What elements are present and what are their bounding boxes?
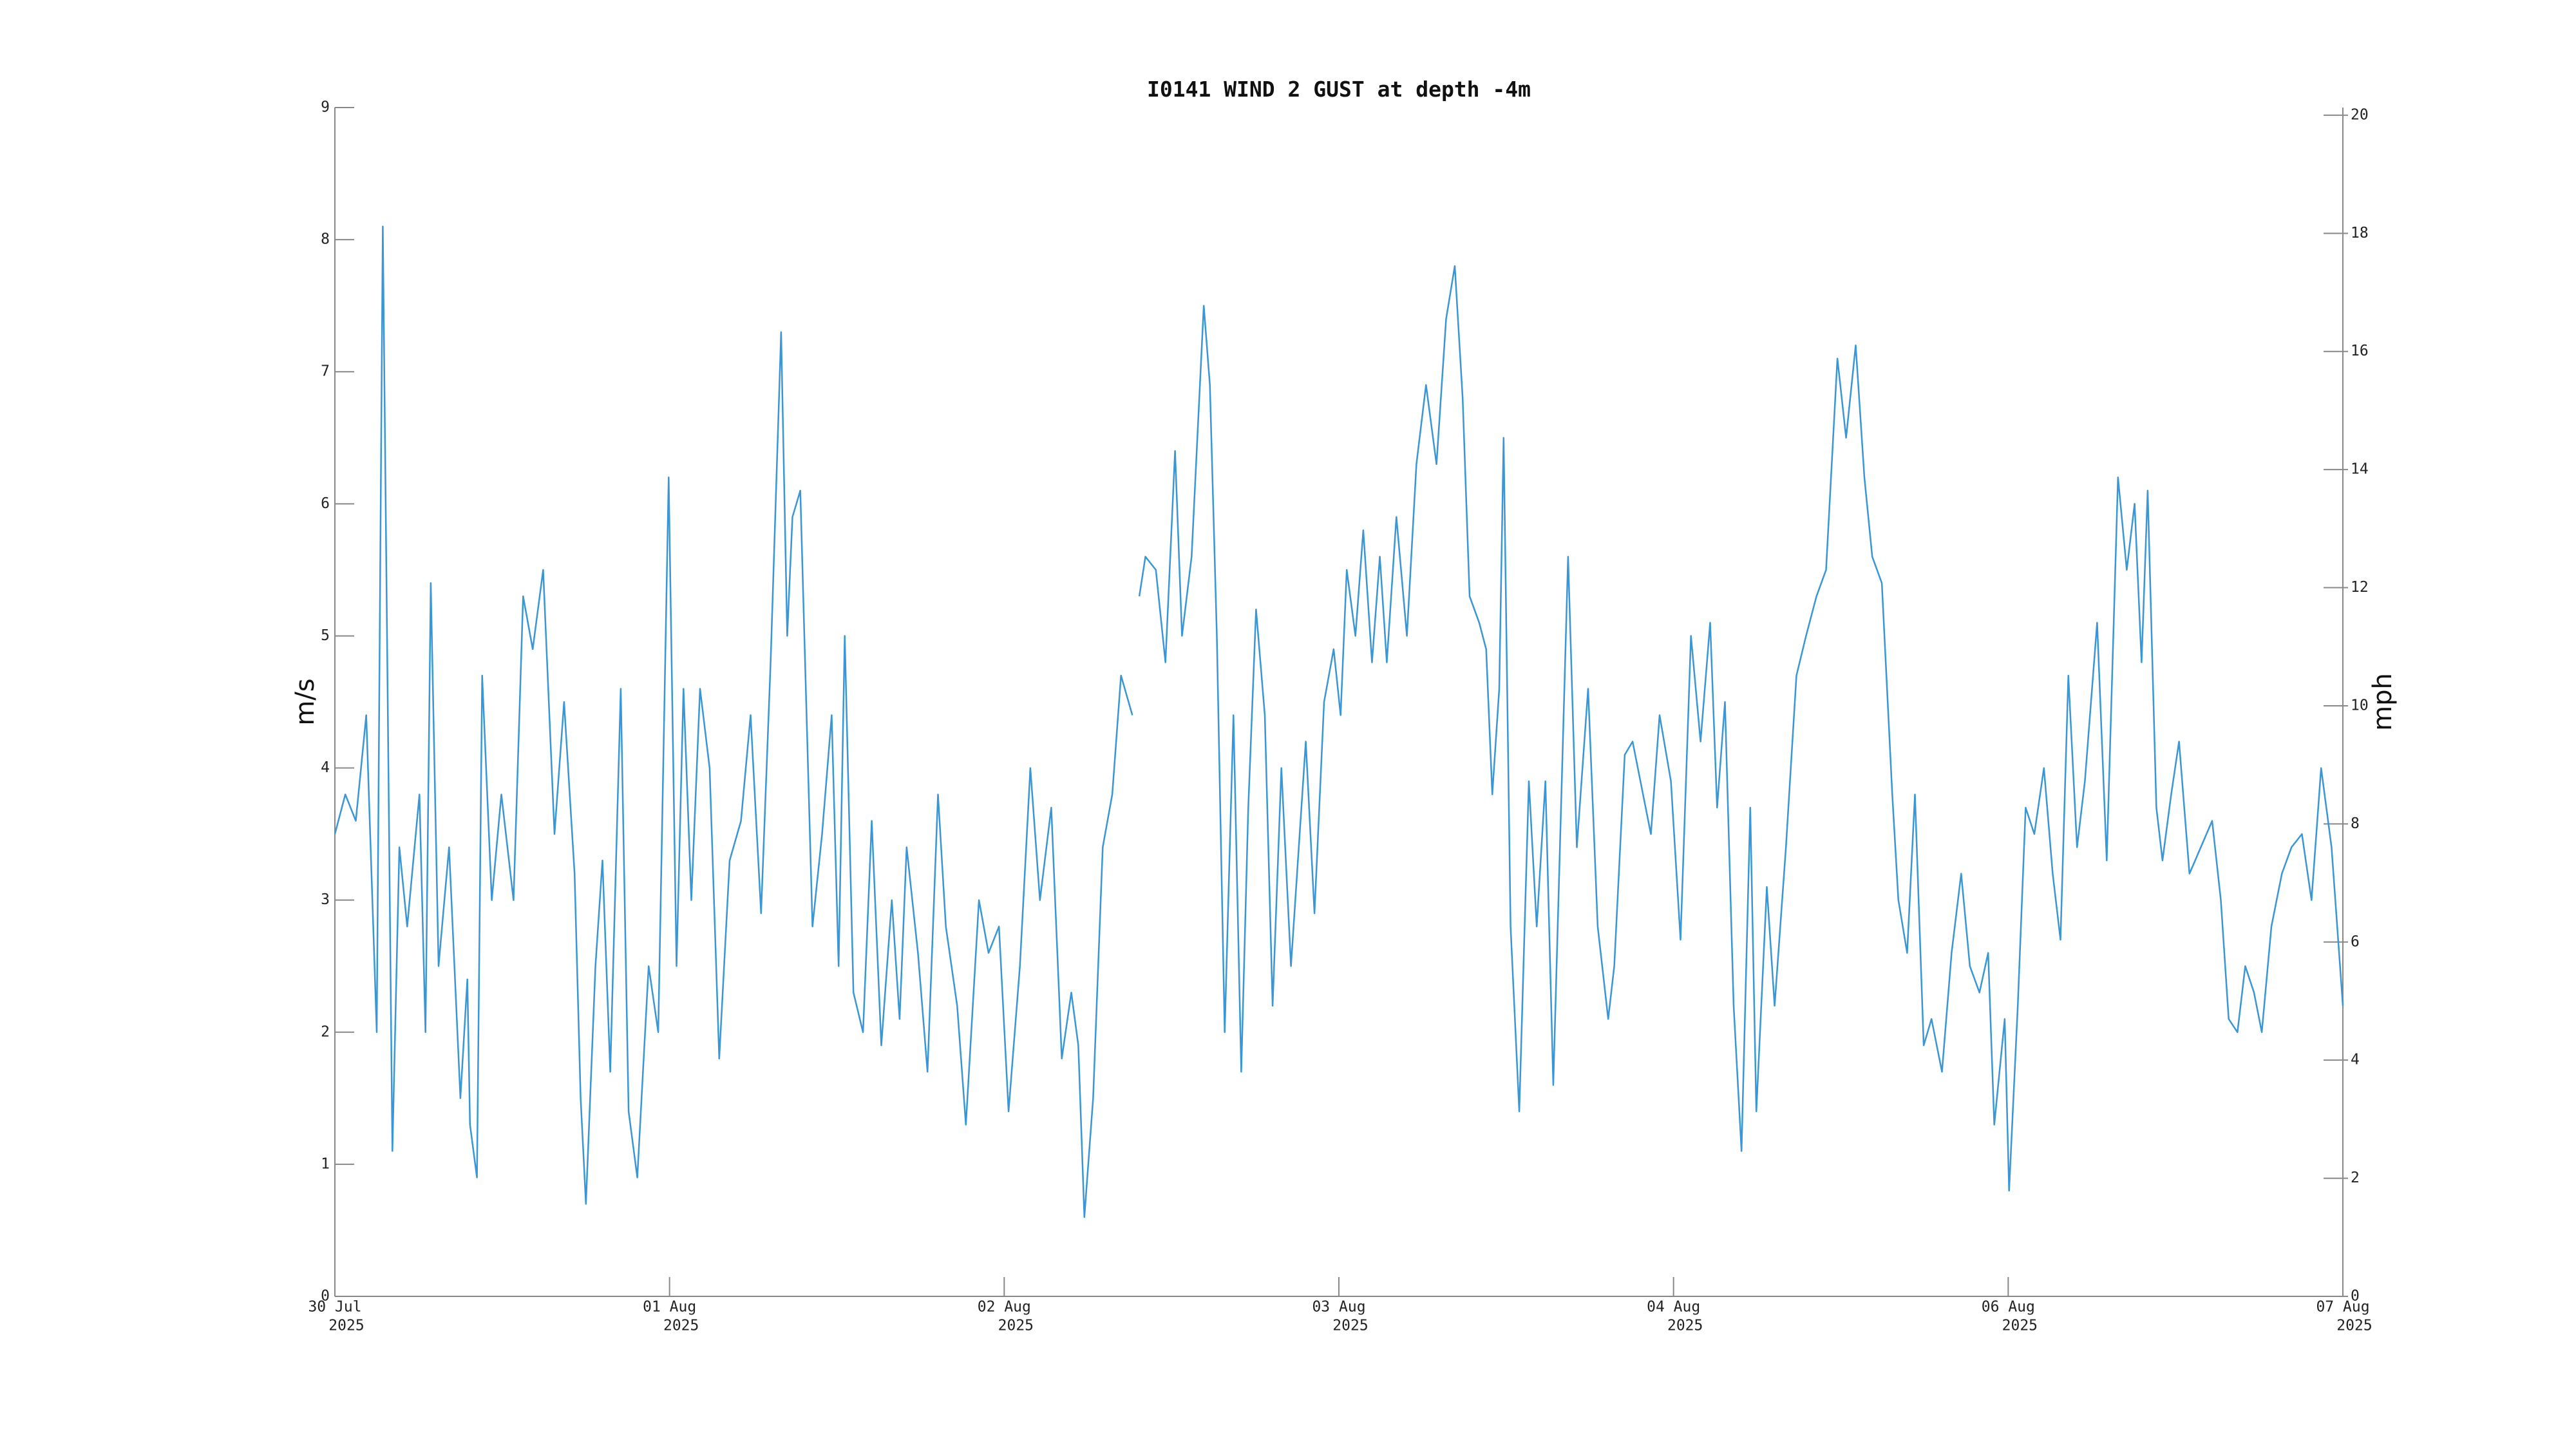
y2-tick-label: 10: [2351, 697, 2369, 714]
data-line: [334, 225, 2344, 1218]
y2-tick-label: 18: [2351, 225, 2369, 242]
y-tick-label: 6: [321, 495, 330, 512]
y2-tick-label: 8: [2351, 815, 2360, 832]
x-tick-label: 02 Aug: [978, 1299, 1031, 1316]
y-tick-label: 8: [321, 231, 330, 248]
y-axis-label: m/s: [290, 678, 320, 725]
x-tick-label: 04 Aug: [1647, 1299, 1700, 1316]
y-tick-label: 9: [321, 99, 330, 116]
y2-tick-label: 20: [2351, 106, 2369, 123]
y2-tick-label: 16: [2351, 343, 2369, 359]
y2-tick-label: 6: [2351, 933, 2360, 950]
x-tick-label: 2025: [663, 1318, 699, 1334]
y2-tick-label: 2: [2351, 1170, 2360, 1186]
x-tick-label: 2025: [1667, 1318, 1703, 1334]
x-tick-label: 2025: [328, 1318, 364, 1334]
x-tick-label: 03 Aug: [1312, 1299, 1365, 1316]
y-tick-label: 5: [321, 627, 330, 644]
y-tick-label: 1: [321, 1155, 330, 1172]
x-tick-label: 2025: [998, 1318, 1034, 1334]
y-tick-label: 4: [321, 759, 330, 776]
y-tick-label: 3: [321, 891, 330, 908]
x-tick-label: 2025: [2002, 1318, 2038, 1334]
y2-tick-label: 4: [2351, 1052, 2360, 1068]
x-tick-label: 06 Aug: [1982, 1299, 2035, 1316]
chart-title: I0141 WIND 2 GUST at depth -4m: [1147, 77, 1531, 102]
y-tick-label: 2: [321, 1023, 330, 1040]
x-tick-label: 2025: [2336, 1318, 2372, 1334]
x-tick-label: 07 Aug: [2316, 1299, 2369, 1316]
x-tick-label: 01 Aug: [643, 1299, 696, 1316]
y-tick-label: 7: [321, 363, 330, 380]
y2-tick-label: 0: [2351, 1288, 2360, 1305]
y-tick-label: 0: [321, 1288, 330, 1305]
y2-tick-label: 14: [2351, 461, 2369, 478]
x-tick-label: 2025: [1332, 1318, 1368, 1334]
x-tick-label: 30 Jul: [308, 1299, 361, 1316]
y2-tick-label: 12: [2351, 579, 2369, 596]
y2-axis-label: mph: [2368, 673, 2398, 731]
